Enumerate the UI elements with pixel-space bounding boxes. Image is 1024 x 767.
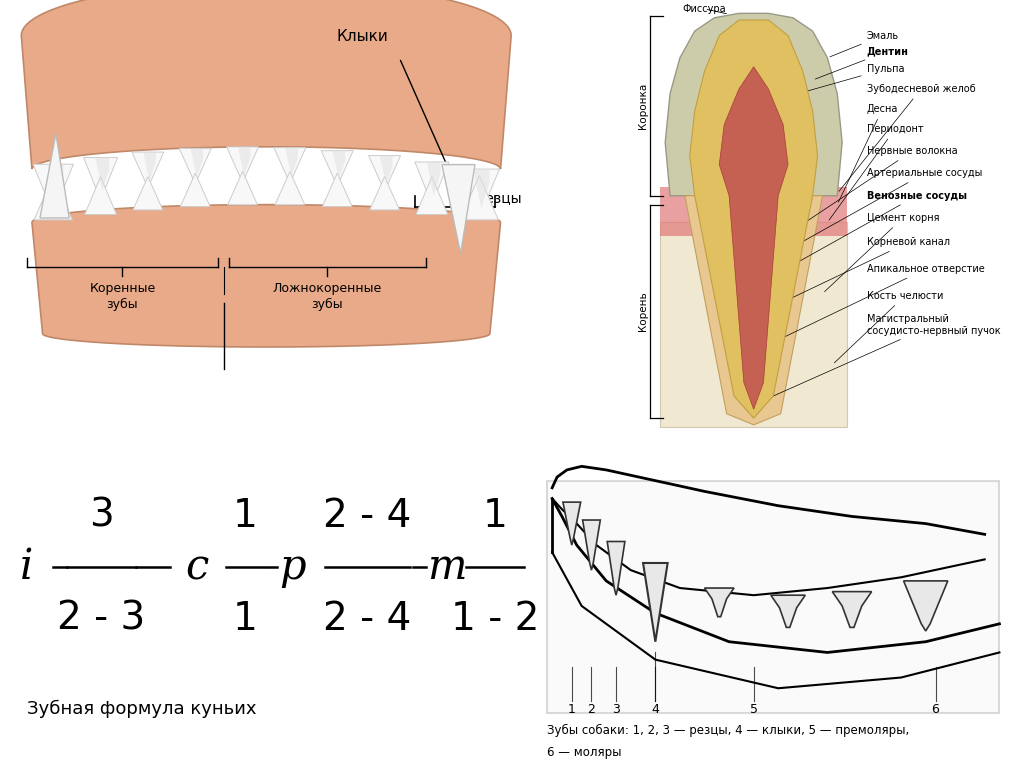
Text: Фиссура: Фиссура — [683, 4, 726, 14]
Polygon shape — [238, 146, 251, 176]
Polygon shape — [226, 146, 258, 183]
Polygon shape — [583, 520, 600, 570]
Text: Кость челюсти: Кость челюсти — [835, 291, 943, 363]
Text: Десна: Десна — [839, 104, 898, 202]
Text: Цемент корня: Цемент корня — [824, 213, 939, 291]
Text: Корневой канал: Корневой канал — [766, 238, 949, 310]
Text: Пульпа: Пульпа — [785, 64, 904, 97]
Text: Апикальное отверстие: Апикальное отверстие — [766, 264, 984, 346]
Text: 1: 1 — [568, 703, 575, 716]
Polygon shape — [643, 563, 668, 642]
Polygon shape — [369, 156, 400, 191]
Text: 5: 5 — [750, 703, 758, 716]
FancyBboxPatch shape — [547, 481, 999, 713]
Text: 2 - 4: 2 - 4 — [324, 600, 412, 638]
FancyBboxPatch shape — [660, 222, 847, 427]
Text: Артериальные сосуды: Артериальные сосуды — [776, 169, 982, 257]
Text: Венозные сосуды: Венозные сосуды — [776, 191, 967, 275]
Polygon shape — [607, 542, 625, 595]
Polygon shape — [47, 164, 63, 203]
Text: Магистральный
сосудисто-нервный пучок: Магистральный сосудисто-нервный пучок — [766, 314, 1000, 400]
Polygon shape — [95, 157, 110, 191]
Text: 6: 6 — [932, 703, 939, 716]
Text: 2 - 3: 2 - 3 — [57, 600, 145, 638]
Polygon shape — [833, 591, 871, 627]
Text: Корень: Корень — [638, 291, 648, 331]
Polygon shape — [771, 595, 805, 627]
Polygon shape — [666, 13, 842, 196]
Polygon shape — [33, 164, 74, 213]
Polygon shape — [380, 156, 392, 184]
Text: 2 - 4: 2 - 4 — [324, 497, 412, 535]
Polygon shape — [285, 147, 298, 176]
Polygon shape — [473, 169, 489, 208]
Polygon shape — [416, 176, 447, 215]
Text: 3: 3 — [612, 703, 620, 716]
Polygon shape — [22, 0, 511, 169]
Polygon shape — [323, 173, 352, 206]
Polygon shape — [227, 172, 257, 205]
Polygon shape — [143, 152, 156, 180]
Polygon shape — [133, 176, 163, 210]
Text: Клыки: Клыки — [336, 29, 388, 44]
Polygon shape — [660, 187, 847, 235]
Text: Коронка: Коронка — [638, 82, 648, 129]
Text: 1: 1 — [232, 497, 257, 535]
Polygon shape — [427, 162, 440, 196]
Text: 1: 1 — [482, 497, 508, 535]
Polygon shape — [563, 502, 581, 545]
Polygon shape — [179, 148, 211, 184]
Text: i: i — [19, 546, 34, 588]
Text: 4: 4 — [651, 703, 659, 716]
Text: Зубы собаки: 1, 2, 3 — резцы, 4 — клыки, 5 — премоляры,: Зубы собаки: 1, 2, 3 — резцы, 4 — клыки,… — [547, 724, 909, 737]
Text: Эмаль: Эмаль — [830, 31, 899, 57]
Polygon shape — [459, 169, 500, 218]
Text: p: p — [280, 546, 306, 588]
Polygon shape — [719, 67, 788, 410]
Text: 3: 3 — [89, 497, 114, 535]
Polygon shape — [322, 150, 353, 186]
Text: Периодонт: Периодонт — [829, 124, 924, 220]
Polygon shape — [190, 148, 203, 177]
Polygon shape — [32, 205, 501, 347]
Text: Нервные волокна: Нервные волокна — [780, 146, 957, 239]
Polygon shape — [34, 176, 73, 220]
Polygon shape — [370, 176, 399, 210]
Text: Зубодесневой желоб: Зубодесневой желоб — [839, 84, 976, 191]
Text: Коренные
зубы: Коренные зубы — [89, 282, 156, 311]
Polygon shape — [415, 162, 449, 204]
Polygon shape — [705, 588, 734, 617]
Text: 1 - 2: 1 - 2 — [451, 600, 540, 638]
Polygon shape — [442, 165, 475, 254]
Text: c: c — [185, 546, 209, 588]
Polygon shape — [274, 147, 306, 183]
Text: 1: 1 — [232, 600, 257, 638]
Polygon shape — [903, 581, 948, 631]
Polygon shape — [180, 173, 210, 206]
Text: 6 — моляры: 6 — моляры — [547, 746, 622, 759]
Text: Ложнокоренные
зубы: Ложнокоренные зубы — [272, 282, 382, 311]
Polygon shape — [690, 20, 817, 418]
Polygon shape — [40, 133, 70, 218]
Polygon shape — [84, 157, 118, 199]
Text: 2: 2 — [588, 703, 595, 716]
Text: m: m — [428, 546, 467, 588]
Text: Зубная формула куньих: Зубная формула куньих — [27, 700, 256, 718]
Polygon shape — [132, 152, 164, 188]
Polygon shape — [685, 196, 822, 425]
Polygon shape — [275, 172, 305, 205]
Text: Резцы: Резцы — [477, 191, 522, 205]
Text: Дентин: Дентин — [815, 46, 908, 79]
Polygon shape — [460, 176, 499, 220]
Polygon shape — [333, 150, 345, 179]
Polygon shape — [85, 176, 117, 215]
